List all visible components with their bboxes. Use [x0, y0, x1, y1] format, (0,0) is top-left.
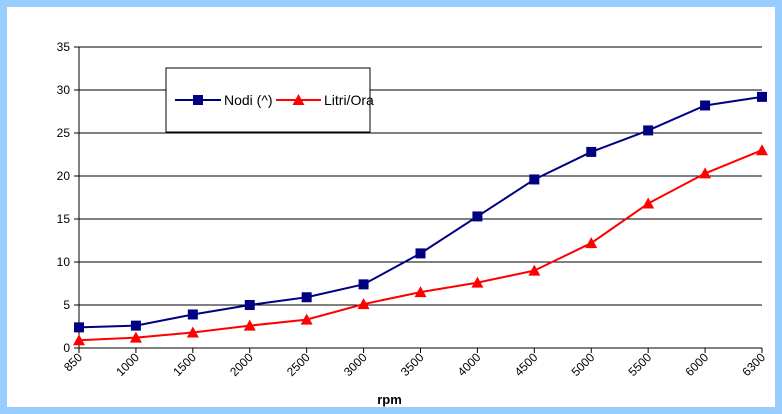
data-point-s1-p10 [642, 197, 655, 209]
legend-label-1: Litri/Ora [324, 92, 374, 108]
data-point-s1-p6 [414, 286, 427, 298]
x-tick-label: 2000 [227, 350, 256, 379]
x-tick-label: 4000 [455, 350, 484, 379]
data-point-s0-p6 [415, 248, 426, 259]
data-point-s1-p1 [129, 331, 142, 343]
data-point-s1-p8 [528, 264, 541, 276]
y-tick-label: 0 [63, 341, 70, 355]
y-tick-label: 35 [57, 40, 71, 54]
chart-frame: 0 5 10 15 20 25 30 35 850 1000 1500 2000 2500 3000 35… [7, 7, 775, 407]
x-axis-title: rpm [377, 392, 402, 407]
legend-marker-0 [193, 95, 203, 105]
x-tick-label: 5000 [569, 350, 598, 379]
x-tick-label: 5500 [626, 350, 655, 379]
data-point-s0-p5 [358, 279, 369, 290]
x-tick-label: 4500 [512, 350, 541, 379]
data-point-s0-p4 [301, 292, 312, 303]
series-1 [73, 144, 768, 346]
data-point-s1-p5 [357, 298, 370, 310]
series-0 [74, 91, 767, 333]
data-point-s0-p7 [472, 211, 483, 222]
data-point-s0-p8 [529, 174, 540, 185]
y-axis-ticks: 0 5 10 15 20 25 30 35 [57, 40, 79, 355]
data-point-s0-p9 [586, 146, 597, 157]
y-tick-label: 10 [57, 255, 71, 269]
data-point-s1-p12 [756, 144, 768, 156]
data-point-s0-p0 [74, 322, 84, 333]
y-tick-label: 20 [57, 169, 71, 183]
data-point-s0-p2 [187, 309, 198, 320]
data-point-s1-p9 [585, 237, 598, 249]
data-point-s0-p11 [700, 100, 711, 111]
y-tick-label: 15 [57, 212, 71, 226]
data-point-s0-p10 [643, 125, 654, 136]
x-tick-label: 1000 [113, 350, 142, 379]
data-point-s1-p11 [699, 167, 712, 179]
x-tick-label: 6000 [682, 350, 711, 379]
data-point-s0-p3 [244, 300, 255, 310]
legend: Nodi (^) Litri/Ora [165, 67, 374, 133]
data-point-s1-p0 [73, 334, 85, 346]
x-tick-label: 2500 [284, 350, 313, 379]
data-point-s0-p12 [757, 91, 767, 102]
y-tick-label: 5 [63, 298, 70, 312]
x-tick-label: 3500 [398, 350, 427, 379]
y-tick-label: 30 [57, 83, 71, 97]
legend-label-0: Nodi (^) [224, 92, 273, 108]
x-tick-label: 6300 [739, 350, 768, 379]
series-line-1 [78, 149, 763, 342]
series-group [73, 91, 768, 346]
data-point-s0-p1 [130, 320, 141, 331]
data-point-s1-p7 [471, 276, 484, 288]
y-tick-label: 25 [57, 126, 71, 140]
x-tick-label: 3000 [341, 350, 370, 379]
x-tick-label: 1500 [170, 350, 199, 379]
x-axis-ticks: 850 1000 1500 2000 2500 3000 3500 4000 4500 5000 5… [61, 348, 768, 379]
legend-marker-1 [292, 94, 305, 105]
data-point-s1-p4 [300, 313, 313, 325]
data-point-s1-p3 [243, 319, 256, 331]
data-point-s1-p2 [186, 326, 199, 338]
